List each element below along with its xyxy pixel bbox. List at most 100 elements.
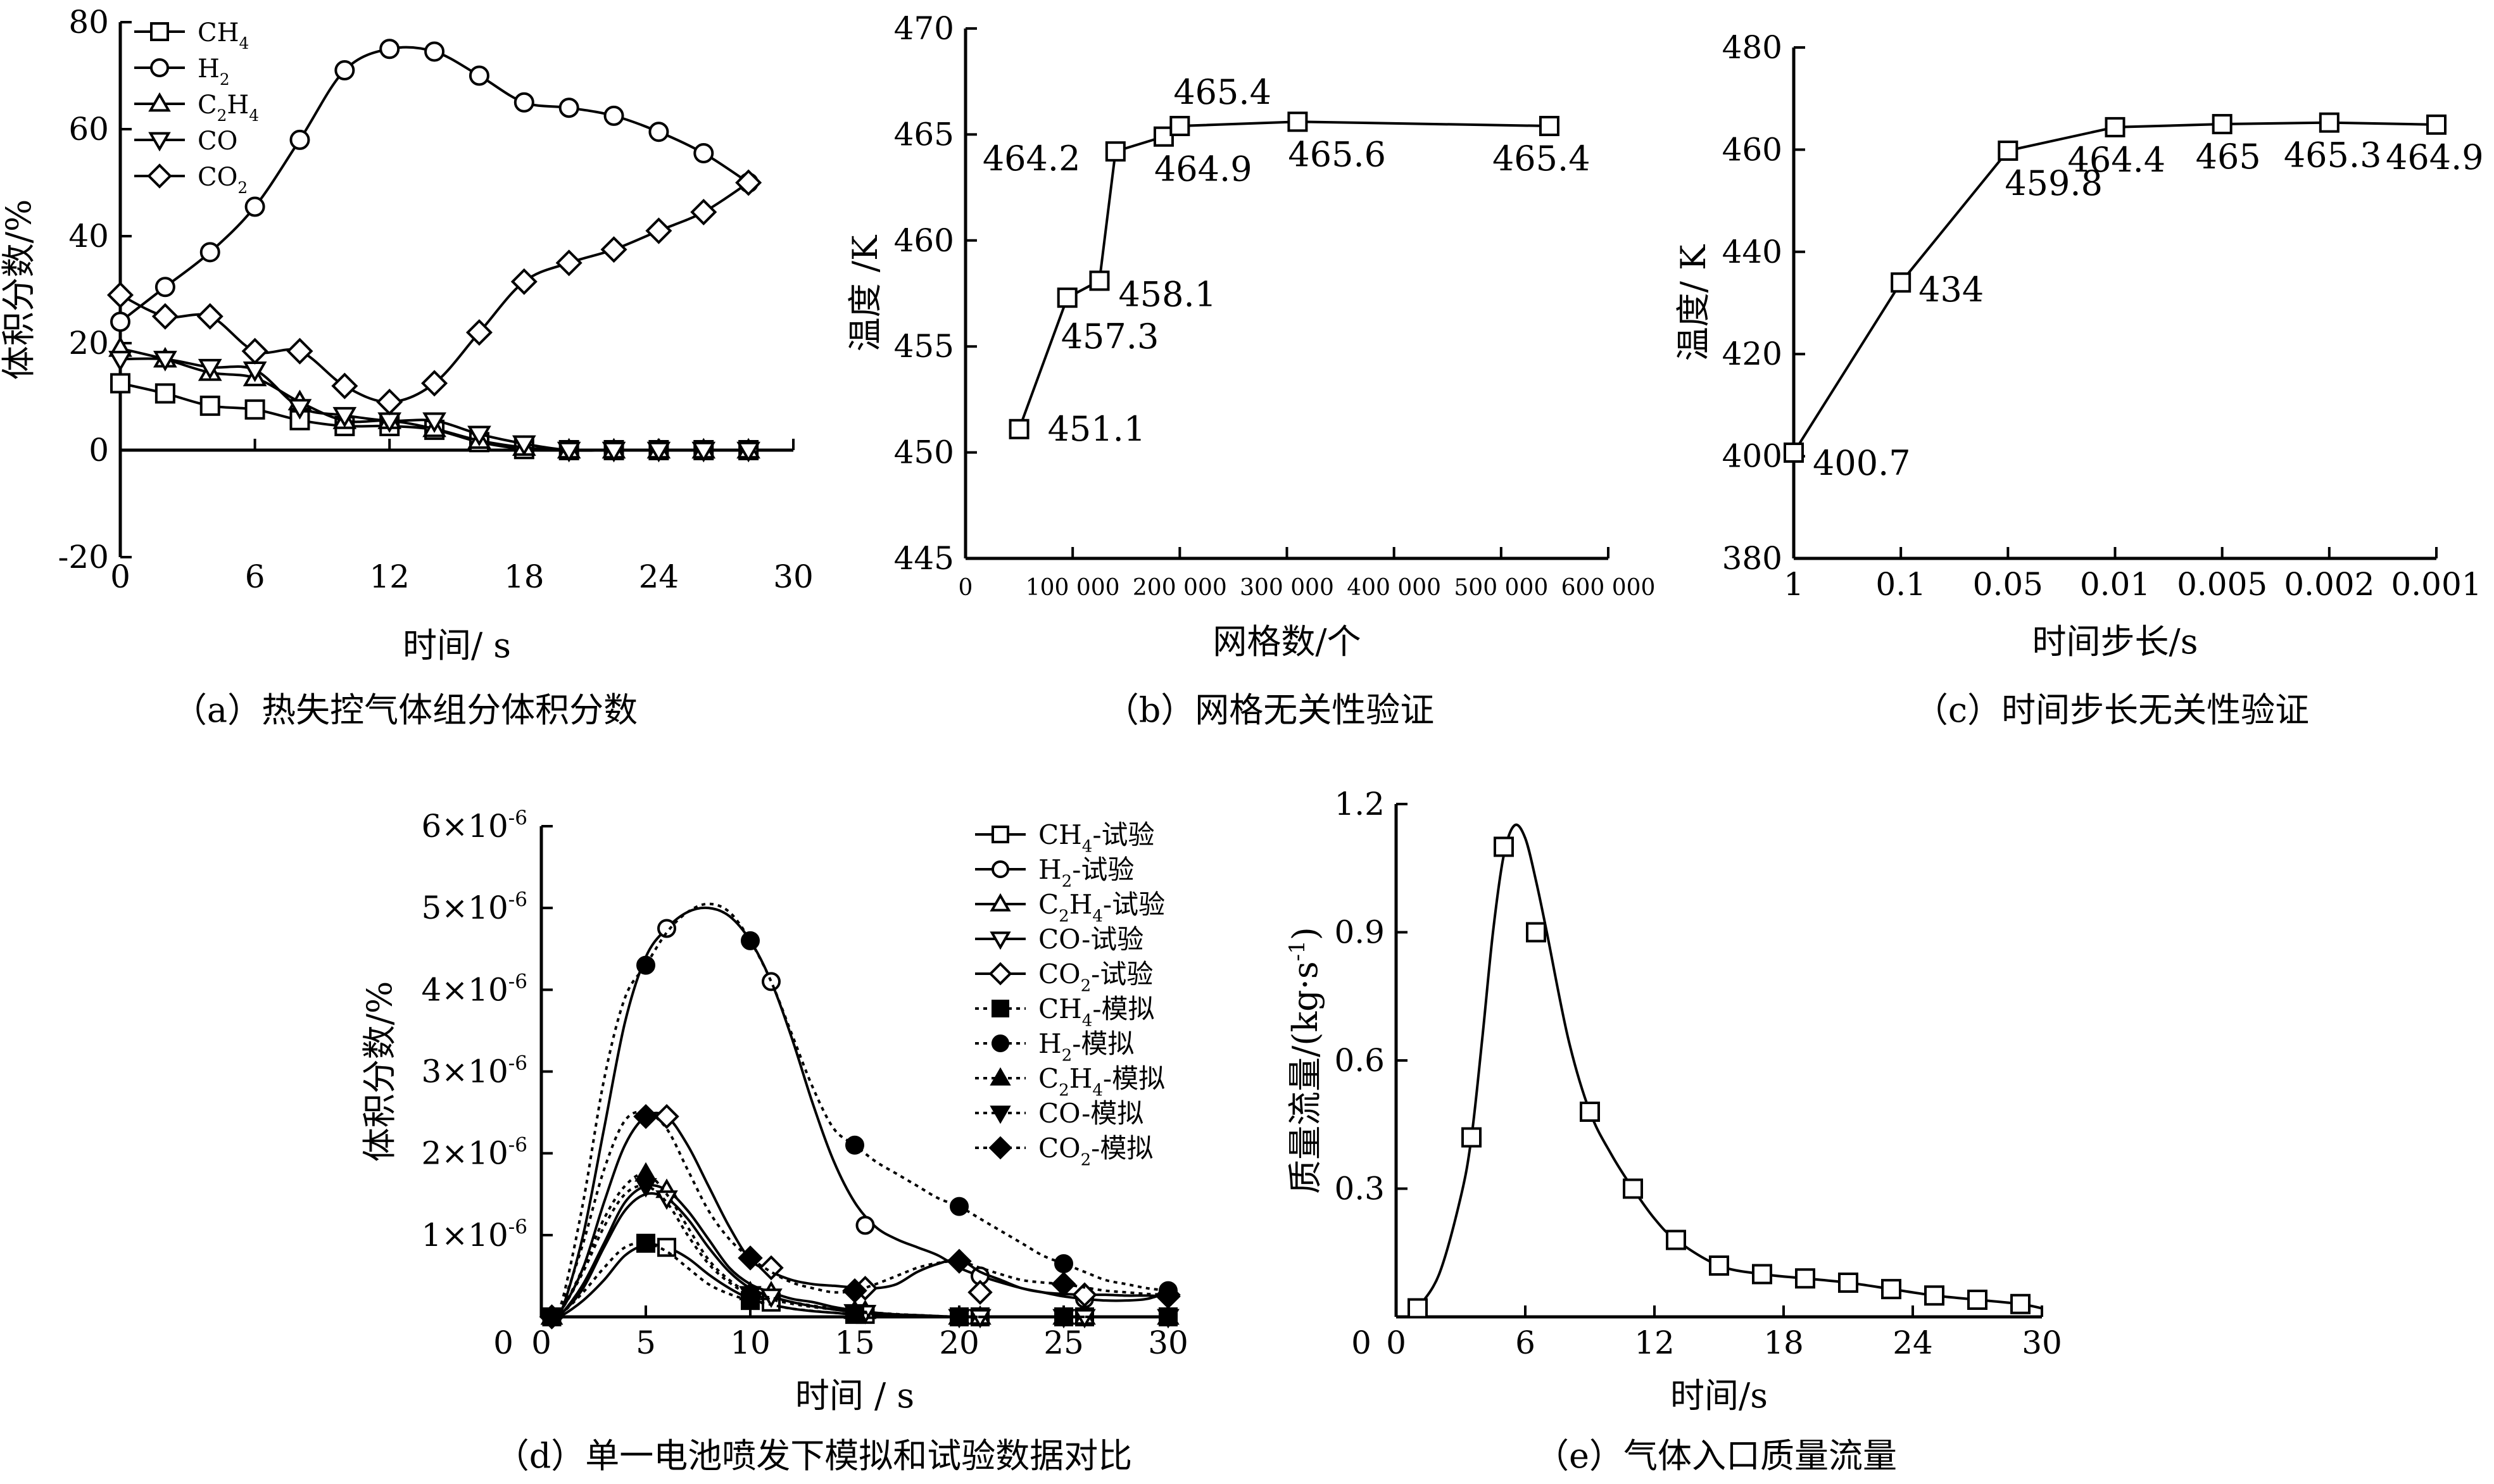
legend-label: H2-试验 [1038,854,1134,891]
data-marker [289,129,310,150]
legend-text: CO [1038,924,1081,955]
x-tick-label: 24 [1893,1324,1933,1361]
x-axis-title: 时间步长/s [2032,622,2198,662]
data-marker [108,351,132,372]
data-label: 451.1 [1048,409,1146,449]
data-marker [1623,1178,1643,1199]
series-e-0 [1408,823,2043,1319]
y-axis-title: 体积分数/% [0,199,39,380]
data-marker [1057,287,1078,308]
series-line [1416,823,2043,1310]
chart-e: 0 6 12 18 24 30 0.3 0.6 0.9 1.2 0 时间/s 质量流量/(kg·s-1)… [1285,786,2062,1476]
y-axis-title-sup: -1 [1285,940,1310,961]
legend-marker [990,893,1011,912]
data-label: 458.1 [1118,274,1216,314]
data-marker [759,1255,784,1281]
data-marker [634,1162,657,1182]
y-tick-label: 3×10-6 [421,1052,527,1090]
data-marker [512,435,536,456]
data-marker [334,60,355,81]
panel-caption: （a）热失控气体组分体积分数 [173,690,638,730]
x-tick-label: 6 [245,558,265,595]
data-marker [1998,141,2019,161]
legend-text: H [1038,1028,1062,1059]
legend-text: CO [198,163,237,192]
legend-marker [992,1000,1009,1017]
y-axis-title-end: ) [1285,927,1325,940]
series-CO2 [106,169,762,415]
x-tick-label: 30 [2022,1324,2062,1361]
x-tick-label: 30 [1148,1324,1188,1361]
y-tick-label: 445 [894,540,954,577]
y-axis-title: 体积分数/% [360,981,400,1162]
y-axis-title-main: 质量流量/(kg·s [1285,961,1325,1193]
legend-marker [990,931,1011,950]
legend-label: CO2-模拟 [1038,1133,1153,1170]
x-tick-label: 10 [730,1324,771,1361]
legend-label: CO-模拟 [1038,1098,1143,1129]
x-tick-label: 18 [1763,1324,1804,1361]
y-tick-label: 460 [1722,131,1782,168]
legend-label: CO2 [198,163,248,197]
y-tick-label: 0.3 [1334,1171,1385,1207]
x-tick-label: 0.005 [2177,566,2267,603]
data-marker [110,373,130,394]
data-label: 465 [2196,137,2261,177]
data-marker [1408,1298,1428,1319]
tick-exponent: -6 [508,1216,527,1238]
legend-marker [150,58,169,77]
data-marker [110,311,130,332]
panel-caption: （b）网格无关性验证 [1105,690,1435,730]
legend-subscript: 4 [1092,1081,1103,1100]
data-marker [510,268,538,295]
data-marker [151,303,179,330]
x-tick-label: 500 000 [1454,575,1548,601]
data-marker [465,319,493,346]
data-marker [950,1197,969,1216]
data-marker [1580,1102,1600,1122]
data-marker [467,425,491,447]
legend-text: -模拟 [1103,1063,1165,1094]
data-marker [1709,1255,1729,1276]
legend-text: CO [198,127,237,156]
x-tick-label: 6 [1515,1324,1535,1361]
data-marker [379,39,400,60]
legend-label: H2 [198,54,230,89]
x-tick-label: 0 [531,1324,551,1361]
data-marker [199,395,220,416]
data-marker [657,919,676,938]
data-marker [1924,1285,1944,1306]
data-marker [106,281,134,308]
x-tick-label: 1 [1784,566,1804,603]
legend-marker [148,92,171,112]
data-marker [513,92,534,113]
data-label: 464.2 [983,139,1081,179]
data-marker [735,169,762,196]
data-label: 465.3 [2284,135,2382,175]
y-axis-title: 温度/ K [1673,244,1713,361]
data-marker [241,337,268,365]
legend: CH4-试验H2-试验C2H4-试验CO-试验CO2-试验CH4-模拟H2-模拟… [975,819,1165,1170]
series-line [550,902,1169,1318]
data-marker [1461,1127,1482,1148]
x-tick-label: 0.05 [1973,566,2043,603]
legend-text: H [1069,1063,1093,1094]
legend-label: CO2-试验 [1038,959,1153,996]
data-marker [634,1178,657,1198]
x-tick-label: 600 000 [1561,575,1656,601]
y-tick-label: 0.9 [1334,914,1385,951]
y-tick-label: 4×10-6 [421,970,527,1008]
y-tick-label: -20 [58,539,109,575]
legend-text: -模拟 [1091,1133,1153,1164]
y-axis-title: 温度 /K [845,234,885,351]
legend-subscript: 2 [220,70,230,89]
data-marker [947,1248,972,1274]
y-tick-label: 455 [894,328,954,365]
y-tick-label: 80 [68,4,109,41]
tick-exponent: -6 [508,1134,527,1157]
data-marker [1494,836,1514,857]
x-tick-label: 5 [636,1324,656,1361]
